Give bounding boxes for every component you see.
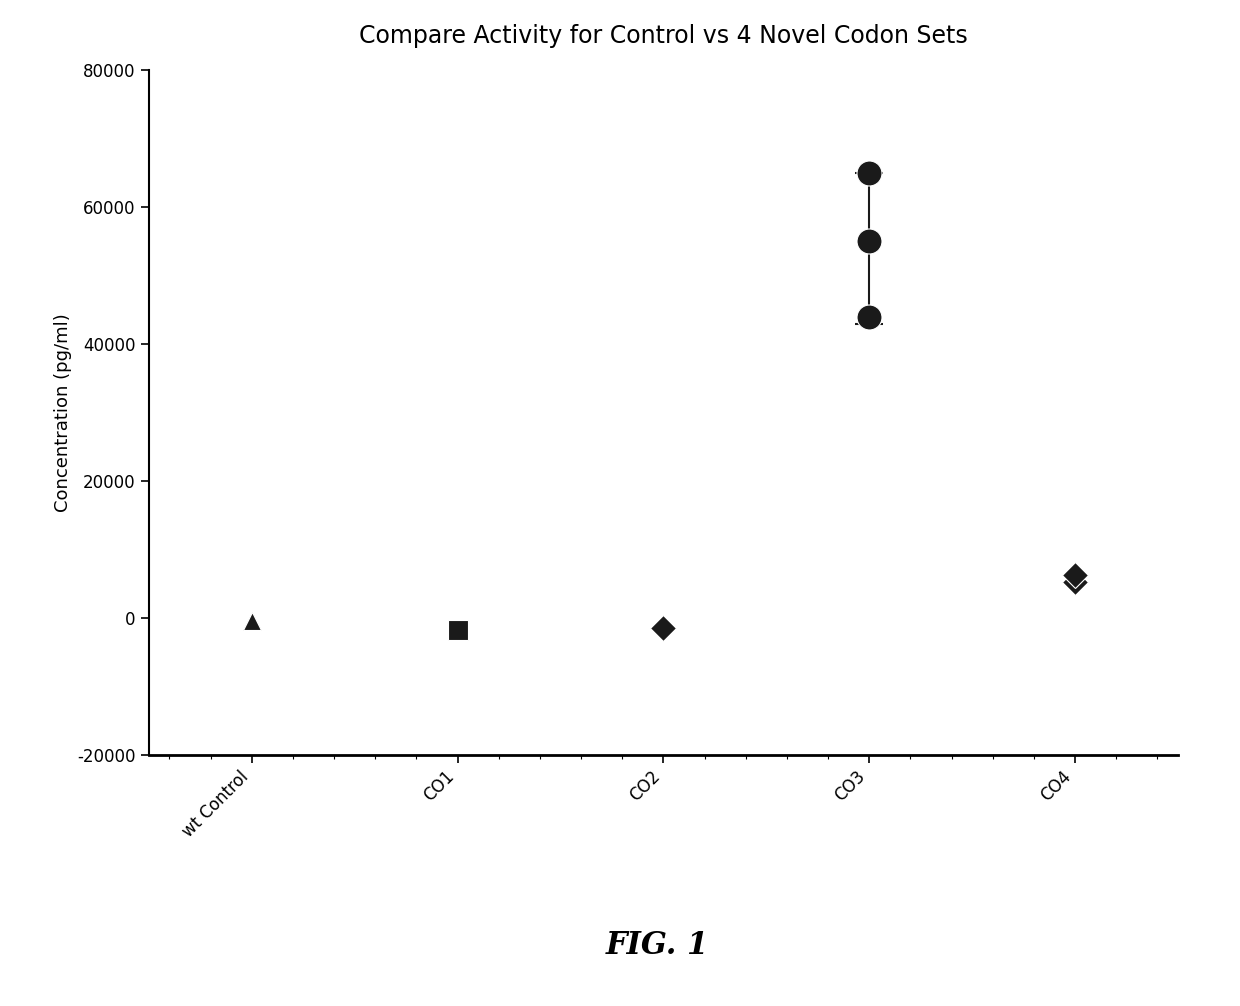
Y-axis label: Concentration (pg/ml): Concentration (pg/ml): [53, 313, 72, 512]
Text: FIG. 1: FIG. 1: [605, 931, 709, 961]
Title: Compare Activity for Control vs 4 Novel Codon Sets: Compare Activity for Control vs 4 Novel …: [360, 24, 967, 47]
